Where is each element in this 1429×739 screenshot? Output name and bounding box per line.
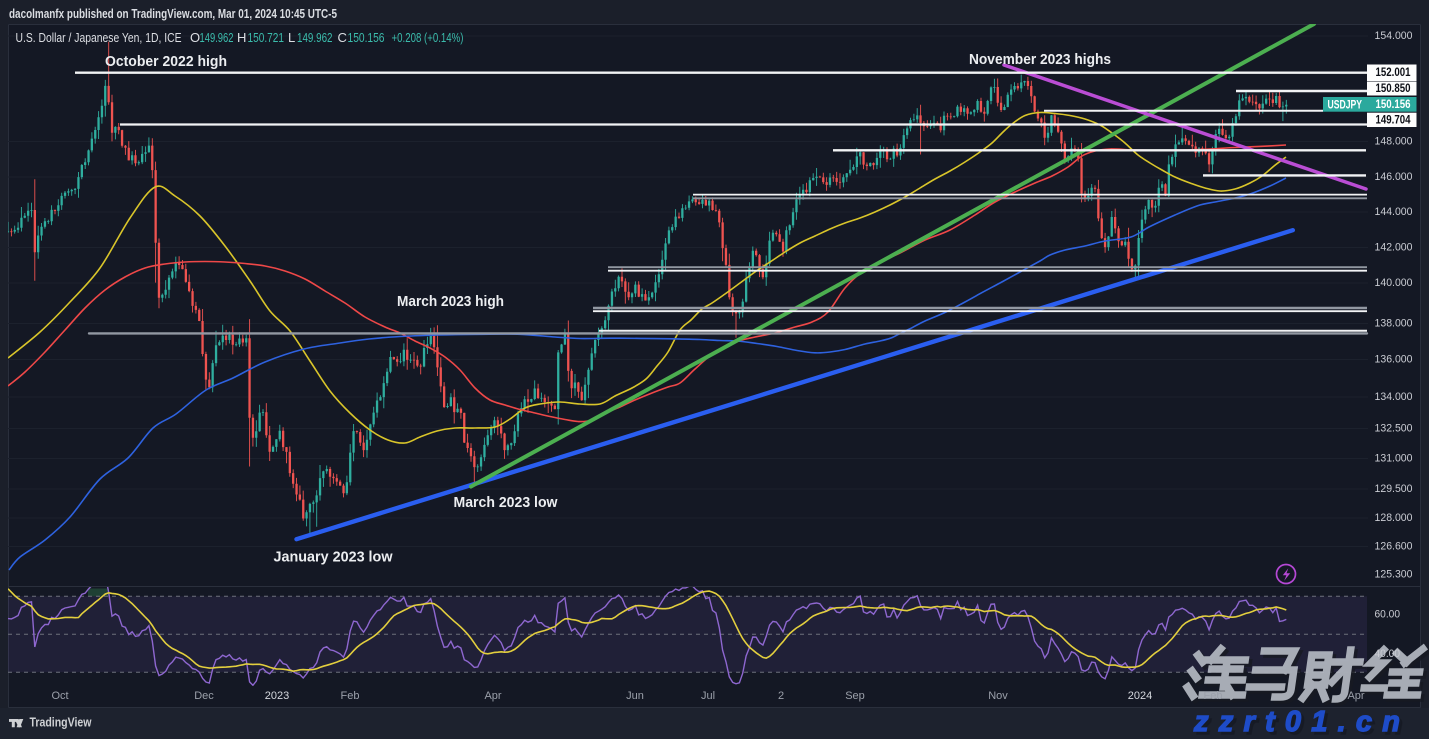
svg-text:Nov: Nov [988, 690, 1008, 702]
svg-text:150.850: 150.850 [1376, 83, 1411, 95]
svg-text:149.962: 149.962 [297, 30, 333, 45]
svg-text:March 2023 low: March 2023 low [454, 495, 559, 511]
svg-text:November 2023 highs: November 2023 highs [969, 52, 1111, 68]
svg-text:134.000: 134.000 [1375, 391, 1413, 403]
svg-text:138.000: 138.000 [1375, 318, 1413, 330]
svg-text:January 2023 low: January 2023 low [274, 550, 394, 566]
svg-text:40.00: 40.00 [1375, 648, 1401, 660]
svg-text:Feb: Feb [341, 690, 360, 702]
svg-text:149.962: 149.962 [200, 30, 234, 45]
svg-text:150.156: 150.156 [1376, 99, 1411, 111]
svg-text:H: H [237, 30, 246, 45]
svg-text:125.300: 125.300 [1375, 569, 1413, 581]
svg-text:TradingView: TradingView [30, 715, 93, 730]
svg-text:October 2022 high: October 2022 high [105, 54, 227, 70]
svg-text:142.000: 142.000 [1375, 242, 1413, 254]
svg-text:146.000: 146.000 [1375, 171, 1413, 183]
svg-text:Jun: Jun [626, 690, 644, 702]
svg-text:Sep: Sep [845, 690, 865, 702]
svg-text:154.000: 154.000 [1375, 30, 1413, 42]
svg-text:150.721: 150.721 [248, 30, 285, 45]
svg-text:150.156: 150.156 [348, 30, 385, 45]
svg-text:126.600: 126.600 [1375, 541, 1413, 553]
svg-text:144.000: 144.000 [1375, 206, 1413, 218]
svg-text:zzrt01.cn: zzrt01.cn [1196, 709, 1413, 739]
svg-text:148.000: 148.000 [1375, 136, 1413, 148]
svg-text:132.500: 132.500 [1375, 423, 1413, 435]
svg-text:2: 2 [778, 690, 784, 702]
svg-text:L: L [288, 30, 295, 45]
svg-text:O: O [190, 30, 200, 45]
svg-text:60.00: 60.00 [1375, 609, 1401, 621]
svg-text:U.S. Dollar / Japanese Yen, 1D: U.S. Dollar / Japanese Yen, 1D, ICE [16, 30, 182, 45]
svg-text:dacolmanfx published on Tradin: dacolmanfx published on TradingView.com,… [9, 6, 337, 21]
svg-text:140.000: 140.000 [1375, 277, 1413, 289]
svg-text:Dec: Dec [194, 690, 214, 702]
svg-text:C: C [338, 30, 347, 45]
svg-text:+0.208 (+0.14%): +0.208 (+0.14%) [392, 30, 464, 45]
svg-text:Oct: Oct [51, 690, 68, 702]
svg-text:131.000: 131.000 [1375, 453, 1413, 465]
svg-text:USDJPY: USDJPY [1328, 99, 1363, 111]
svg-text:Feb: Feb [1204, 690, 1223, 702]
svg-text:136.000: 136.000 [1375, 354, 1413, 366]
svg-text:zzrt01.cn: zzrt01.cn [1193, 706, 1410, 738]
svg-text:Jul: Jul [701, 690, 715, 702]
svg-text:March 2023 high: March 2023 high [397, 294, 504, 310]
svg-text:149.704: 149.704 [1376, 114, 1412, 126]
svg-text:128.000: 128.000 [1375, 512, 1413, 524]
svg-text:2023: 2023 [265, 690, 289, 702]
svg-text:129.500: 129.500 [1375, 483, 1413, 495]
svg-text:2024: 2024 [1128, 690, 1152, 702]
svg-text:Apr: Apr [484, 690, 501, 702]
svg-text:Apr: Apr [1347, 690, 1364, 702]
svg-text:152.001: 152.001 [1376, 67, 1412, 79]
